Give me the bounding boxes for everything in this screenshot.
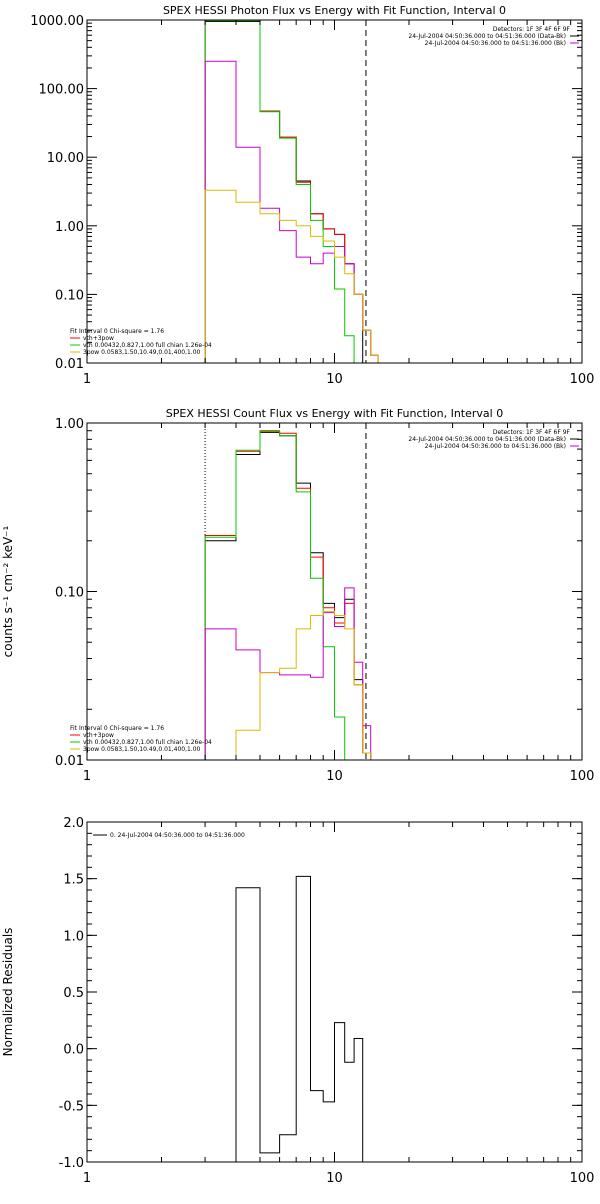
y-tick-label: 100.00 [39,83,85,98]
y-tick-label: 0.10 [55,288,84,303]
x-tick-label: 1 [83,372,91,387]
y-tick-label: 10.00 [47,151,84,166]
legend-entry-text: 0. 24-Jul-2004 04:50:36.000 to 04:51:36.… [110,832,245,839]
series-line-0 [204,21,364,363]
chart-title: SPEX HESSI Photon Flux vs Energy with Fi… [163,4,506,17]
y-tick-label: 0.0 [63,1043,84,1058]
series-line-2 [204,431,371,760]
plot-frame [86,19,583,364]
y-tick-label: 0.01 [55,357,84,372]
y-tick-label: 2.0 [63,816,84,831]
series-line-0 [205,875,364,1162]
series-line-1 [204,430,372,760]
y-axis-label: Normalized Residuals [1,928,15,1057]
photon-flux-panel: SPEX HESSI Photon Flux vs Energy with Fi… [30,4,594,387]
y-axis-label: counts s⁻¹ cm⁻² keV⁻¹ [1,525,15,657]
legend-entry-text: 24-Jul-2004 04:50:36.000 to 04:51:36.000… [425,443,566,450]
x-tick-label: 1 [83,769,91,784]
legend-header: Fit Interval 0 Chi-square = 1.76 [70,725,164,732]
y-tick-label: 0.01 [55,754,84,769]
legend-entry-text: 3pow 0.0583,1.50,10.49,0.01,400,1.00 [83,746,201,753]
series-group [205,875,364,1162]
series-group [204,430,372,760]
x-tick-label: 10 [326,769,343,784]
x-tick-label: 100 [570,1171,595,1186]
legend-header: Detectors: 1F 3F 4F 6F 9F [493,429,571,436]
chart-title: SPEX HESSI Count Flux vs Energy with Fit… [166,407,503,420]
legend-entry-text: vth 0.00432,0.827,1.00 full chian 1.26e-… [83,342,212,349]
y-tick-label: 0.5 [63,986,84,1001]
series-line-4 [205,611,372,760]
series-line-1 [204,20,379,363]
y-tick-label: 1.00 [55,220,84,235]
y-tick-label: 1000.00 [30,14,84,29]
x-tick-label: 100 [570,372,595,387]
legend-entry-text: 3pow 0.0583,1.50,10.49,0.01,400,1.00 [83,349,201,356]
legend-header: Detectors: 1F 3F 4F 6F 9F [493,26,571,33]
y-tick-label: 1.0 [63,929,84,944]
legend-entry-text: vth 0.00432,0.827,1.00 full chian 1.26e-… [83,739,212,746]
legend-entry-text: vth+3pow [83,732,114,739]
legend-entry-text: vth+3pow [83,335,114,342]
residuals-panel: Normalized Residuals 1 10 100 -1.0 -0.5 0.0 0.5… [1,816,594,1186]
series-group [204,20,379,363]
legend-entry-text: 24-Jul-2004 04:50:36.000 to 04:51:36.000… [408,33,566,40]
y-tick-label: -1.0 [59,1156,84,1171]
x-tick-label: 10 [326,372,343,387]
series-line-2 [204,20,363,363]
plot-frame [86,821,583,1163]
y-tick-label: 1.00 [55,417,84,432]
y-tick-label: 1.5 [63,873,84,888]
series-line-3 [204,60,379,363]
y-tick-label: -0.5 [59,1099,84,1114]
legend-header: Fit Interval 0 Chi-square = 1.76 [70,328,164,335]
legend-entry-text: 24-Jul-2004 04:50:36.000 to 04:51:36.000… [425,40,566,47]
series-line-0 [204,431,372,760]
y-tick-label: 0.10 [55,586,84,601]
x-tick-label: 10 [326,1171,343,1186]
x-tick-label: 100 [570,769,595,784]
legend-entry-text: 24-Jul-2004 04:50:36.000 to 04:51:36.000… [408,436,566,443]
series-line-4 [204,189,379,363]
count-flux-panel: SPEX HESSI Count Flux vs Energy with Fit… [1,407,594,784]
x-tick-label: 1 [83,1171,91,1186]
series-line-3 [204,587,372,760]
